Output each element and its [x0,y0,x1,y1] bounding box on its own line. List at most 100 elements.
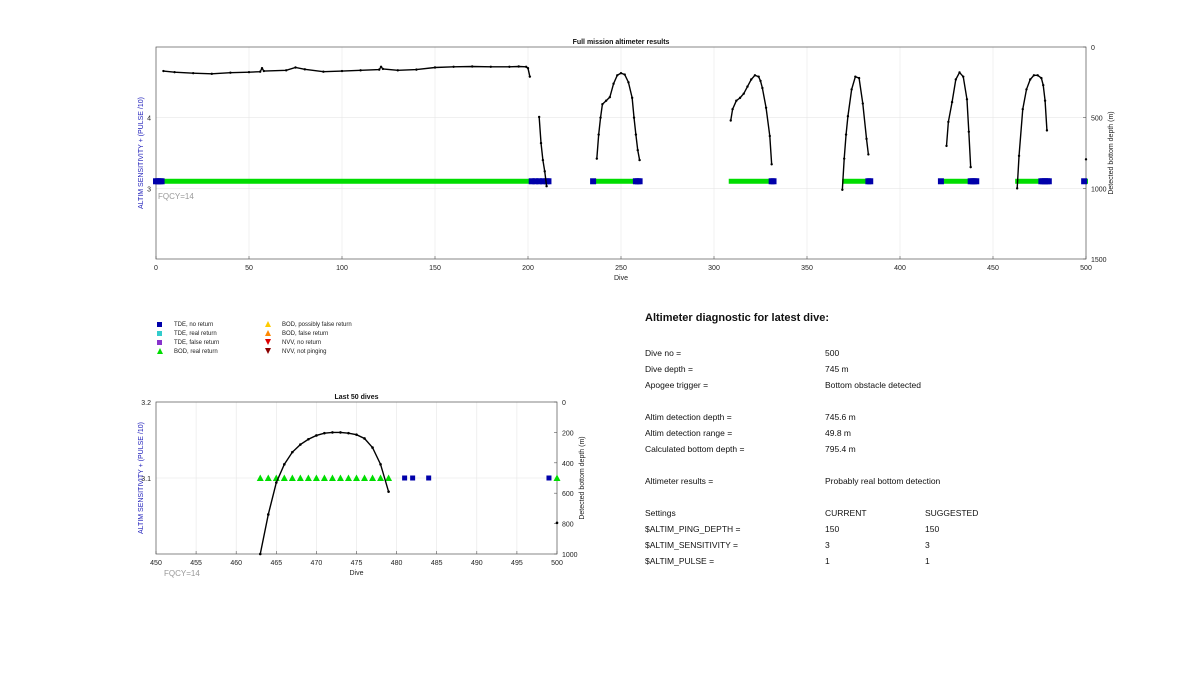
bottom-depth-point [841,188,844,191]
bod-real-return-marker [320,474,328,481]
bottom-depth-point [260,67,264,70]
bottom-depth-line [841,75,870,190]
bottom-depth-point [638,158,641,162]
y-right-tick-label: 0 [562,400,566,407]
bottom-depth-point [962,75,965,78]
bottom-depth-point [378,68,381,71]
x-tick-label: 450 [987,265,999,272]
bottom-depth-point [379,463,382,466]
bottom-depth-point [275,481,278,484]
bottom-depth-point [258,70,262,73]
bottom-depth-point [315,434,318,437]
x-tick-label: 465 [270,560,282,567]
bottom-depth-point [381,67,385,71]
bottom-depth-point [508,65,511,68]
y-right-tick-label: 400 [562,461,574,468]
bod-real-return-marker [385,474,393,481]
bottom-depth-point [729,119,732,122]
legend-item: BOD, possibly false return [263,320,352,329]
bottom-depth-point [761,86,764,90]
bod-real-return-marker [1015,178,1042,184]
bottom-depth-point [537,115,541,119]
bottom-depth-point [247,70,251,74]
bottom-depth-point [746,85,749,88]
bottom-depth-point [1045,129,1049,132]
bottom-depth-point [379,65,383,68]
tde-no-return-marker [1045,178,1052,185]
bottom-depth-point [371,446,374,449]
full-mission-chart: 0 50 100 150 200 250 300 350 400 450 500 3 4 0 500 1000… [138,39,1115,282]
tde-no-return-marker [1081,178,1088,185]
bottom-depth-point [636,148,639,152]
altim-detection-depth-row: Altim detection depth = 745.6 m [645,412,856,422]
bottom-depth-point [433,66,437,69]
bottom-depth-point [759,79,762,83]
tde-no-return-marker [636,178,643,185]
bottom-depth-point [735,99,738,102]
bottom-depth-point [452,65,455,68]
dive-depth-row: Dive depth = 745 m [645,364,849,374]
bottom-depth-point [965,98,969,101]
bottom-depth-line [538,116,548,187]
bottom-depth-point [387,490,390,493]
x-axis-label: Dive [614,275,628,282]
bottom-depth-point [967,130,971,133]
x-tick-label: 350 [801,265,813,272]
last-50-dives-chart: 450 455 460 465 470 475 480 485 490 495 500 3.1 3.2 0… [138,394,586,578]
x-tick-label: 495 [511,560,523,567]
bottom-depth-point [528,75,532,78]
bottom-depth-point [1029,78,1032,81]
legend-item: NVV, no return [263,338,321,347]
bottom-depth-point [632,116,636,119]
tde-no-return-marker [973,178,980,185]
x-tick-label: 500 [551,560,563,567]
bottom-depth-point [1036,74,1039,77]
y-right-axis-label: Detected bottom depth (m) [579,436,586,519]
altimeter-diagnostic-panel: Altimeter diagnostic for latest dive: Di… [645,312,1045,572]
tde-no-return-marker [546,475,552,481]
bod-real-return-marker [728,178,772,184]
bod-real-return-marker [353,474,360,481]
x-tick-label: 500 [1080,265,1092,272]
bod-real-return-marker [296,474,304,481]
bottom-depth-point [616,74,619,77]
bottom-depth-point [634,133,638,136]
bod-real-return-marker [594,178,637,184]
bottom-depth-point [599,116,602,119]
bottom-depth-point [865,137,868,141]
x-tick-label: 450 [150,560,162,567]
bottom-depth-point [731,107,734,111]
x-tick-label: 400 [894,265,906,272]
tde-no-return-marker [937,178,944,185]
fqcy-annotation: FQCY=14 [164,569,200,578]
legend-item: TDE, no return [155,320,213,329]
bottom-depth-point [162,69,165,73]
bod-real-return-marker [369,474,377,481]
bottom-depth-line [163,65,531,77]
bottom-depth-point [539,141,543,145]
bottom-depth-point [229,71,232,74]
bod-real-return-marker [336,474,344,481]
y-right-tick-label: 1000 [1091,186,1107,193]
bod-real-return-marker [942,178,971,184]
y-right-tick-label: 600 [562,491,574,498]
tde-no-return-marker [590,178,597,185]
bottom-depth-point [173,70,176,74]
y-left-tick-label: 3 [147,186,151,193]
bottom-depth-point [340,69,344,73]
bottom-depth-point [601,103,604,106]
calculated-bottom-depth-row: Calculated bottom depth = 795.4 m [645,444,856,454]
y-right-axis-label: Detected bottom depth (m) [1108,111,1115,194]
x-tick-label: 475 [351,560,363,567]
bottom-depth-point [604,99,608,102]
bottom-depth-point [738,96,742,100]
x-tick-label: 460 [230,560,242,567]
bottom-depth-point [850,88,853,91]
bottom-depth-point [359,69,362,72]
y-left-axis-label: ALTIM SENSITIVITY + (PULSE /10) [138,97,145,209]
x-tick-label: 480 [391,560,403,567]
legend-item: BOD, false return [263,329,328,338]
bod-real-return-marker [280,474,288,481]
bottom-depth-point [608,95,612,99]
legend-item: TDE, false return [155,338,219,347]
